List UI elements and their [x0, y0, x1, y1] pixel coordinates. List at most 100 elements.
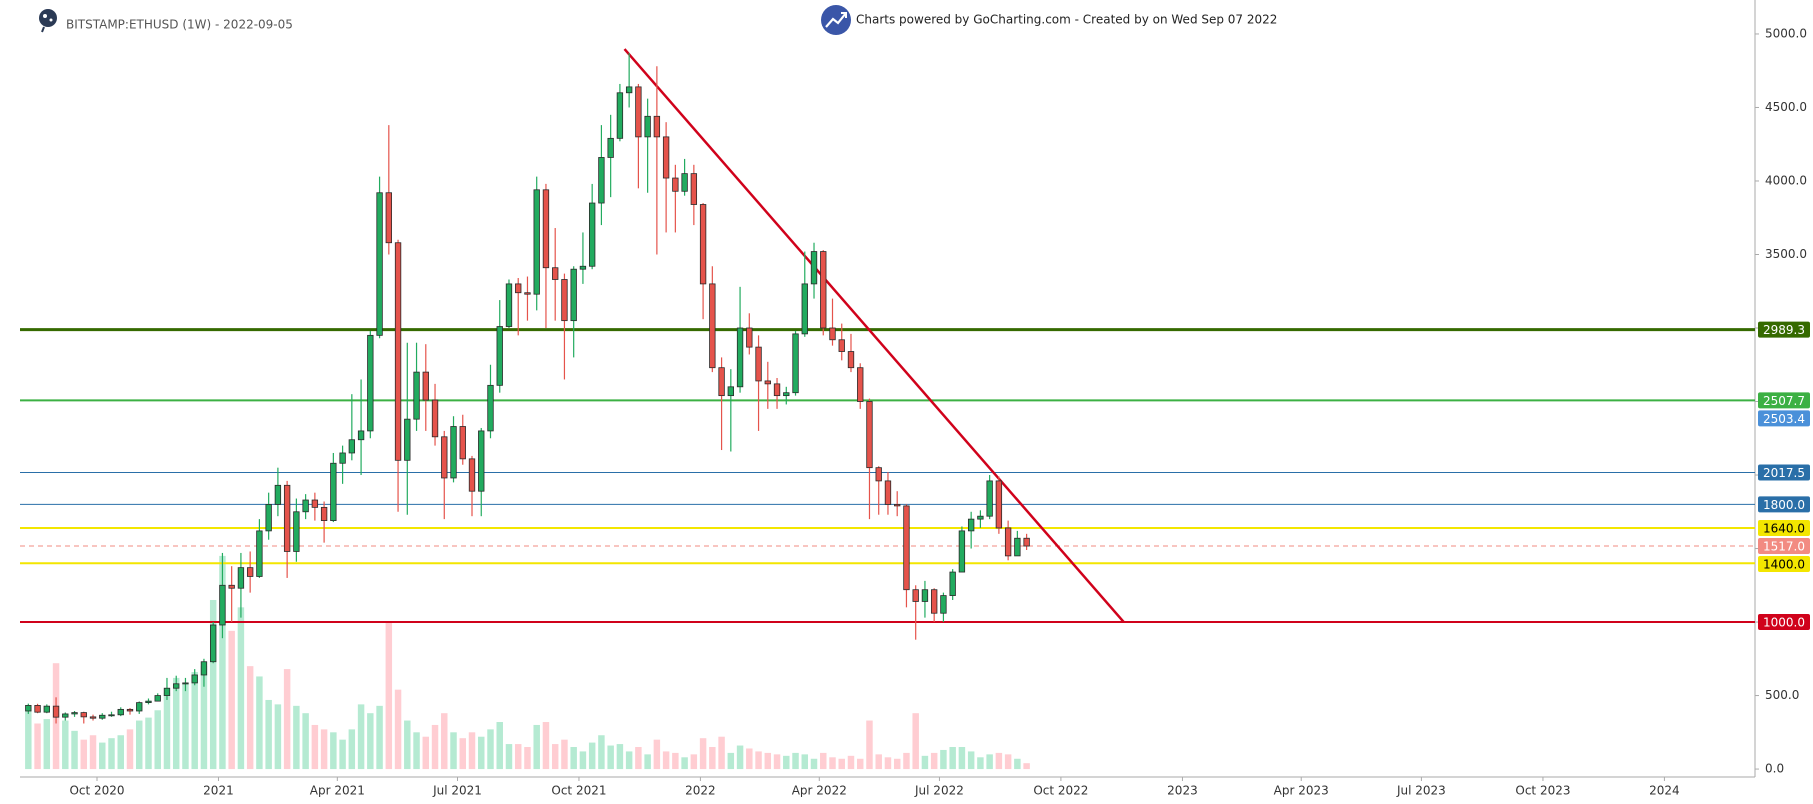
candle-body	[783, 392, 790, 397]
candle-body	[478, 430, 485, 492]
volume-bar	[967, 751, 975, 770]
candle-body	[108, 714, 115, 717]
x-tick-label: Jul 2023	[1396, 784, 1446, 798]
price-label-box	[1758, 496, 1810, 513]
candle-body	[441, 436, 448, 479]
volume-bar	[422, 736, 430, 770]
candle-body	[191, 674, 198, 684]
volume-bar	[256, 676, 263, 770]
volume-bar	[89, 735, 97, 770]
volume-bar	[182, 683, 189, 770]
candle-body	[339, 452, 346, 464]
candle-body	[847, 351, 855, 369]
volume-bar	[228, 630, 235, 770]
price-label: 2017.5	[1758, 464, 1810, 481]
y-tick-label: 0.0	[1765, 762, 1784, 776]
volume-bar	[912, 713, 919, 770]
candle-body	[34, 705, 41, 713]
volume-bar	[394, 689, 402, 770]
volume-bar	[551, 744, 559, 770]
candle-body	[884, 480, 892, 505]
candle-body	[80, 712, 87, 718]
candle-body	[385, 192, 392, 244]
volume-bar	[986, 754, 993, 770]
volume-bar	[542, 722, 550, 770]
candle-body	[228, 584, 235, 589]
candle-body	[357, 430, 365, 441]
candle-body	[949, 571, 956, 596]
price-label: 1000.0	[1758, 614, 1810, 631]
candle-body	[764, 380, 771, 385]
candle-body	[662, 136, 670, 179]
candle-body	[875, 467, 882, 482]
volume-bar	[875, 754, 882, 770]
chart-subtitle: Charts powered by GoCharting.com - Creat…	[856, 13, 1277, 27]
candle-body	[857, 367, 864, 402]
x-tick-label: Jul 2021	[432, 784, 482, 798]
volume-bar	[764, 752, 772, 770]
candle-body	[940, 595, 947, 614]
volume-bar	[219, 555, 226, 770]
y-tick-label: 500.0	[1765, 688, 1799, 702]
volume-bar	[801, 754, 809, 770]
candle-body	[561, 279, 568, 322]
volume-bar	[773, 754, 781, 770]
chart-title: BITSTAMP:ETHUSD (1W) - 2022-09-05	[66, 18, 293, 32]
candle-body	[1023, 537, 1030, 547]
candle-body	[1004, 527, 1012, 557]
x-tick-label: Apr 2022	[792, 784, 847, 798]
volume-bar	[126, 729, 134, 770]
gocharting-logo	[821, 5, 851, 35]
candle-body	[820, 251, 827, 329]
volume-bar	[163, 692, 171, 770]
volume-bar	[385, 622, 393, 770]
candle-body	[903, 505, 910, 591]
candle-body	[89, 716, 97, 719]
candle-body	[977, 515, 984, 520]
candle-body	[330, 462, 337, 521]
volume-bar	[829, 757, 836, 770]
candle-body	[838, 339, 845, 352]
price-label-text: 2503.4	[1763, 412, 1805, 426]
candle-body	[995, 480, 1003, 529]
volume-bar	[459, 738, 466, 770]
volume-bar	[699, 738, 707, 770]
candle-body	[672, 177, 679, 192]
x-tick-label: Oct 2021	[551, 784, 606, 798]
candle-body	[625, 86, 633, 94]
volume-bar	[357, 704, 365, 770]
volume-bar	[690, 754, 698, 770]
candle-body	[931, 589, 938, 614]
volume-bar	[154, 710, 161, 770]
candle-body	[690, 173, 698, 205]
candle-body	[829, 327, 836, 341]
candle-body	[644, 115, 651, 138]
volume-bar	[1004, 754, 1012, 770]
candle-body	[145, 700, 152, 704]
candle-body	[367, 334, 374, 432]
volume-bar	[810, 758, 818, 770]
candle-body	[265, 504, 272, 532]
price-label: 1640.0	[1758, 519, 1810, 536]
volume-bar	[1023, 763, 1030, 770]
x-tick-label: Jul 2022	[914, 784, 964, 798]
candle-body	[182, 682, 189, 685]
candle-body	[431, 399, 439, 438]
candle-body	[413, 371, 420, 420]
candle-body	[866, 401, 873, 469]
volume-bar	[468, 732, 476, 770]
volume-bar	[783, 755, 790, 770]
volume-bar	[376, 705, 383, 770]
candle-body	[320, 506, 328, 521]
volume-bar	[533, 724, 540, 770]
price-label-box	[1758, 464, 1810, 481]
price-label-text: 2989.3	[1763, 323, 1805, 337]
candle-body	[986, 480, 993, 517]
y-tick-label: 4500.0	[1765, 100, 1807, 114]
volume-bar	[662, 751, 670, 770]
volume-bar	[108, 738, 115, 770]
volume-bar	[71, 730, 78, 770]
candle-body	[394, 242, 402, 461]
